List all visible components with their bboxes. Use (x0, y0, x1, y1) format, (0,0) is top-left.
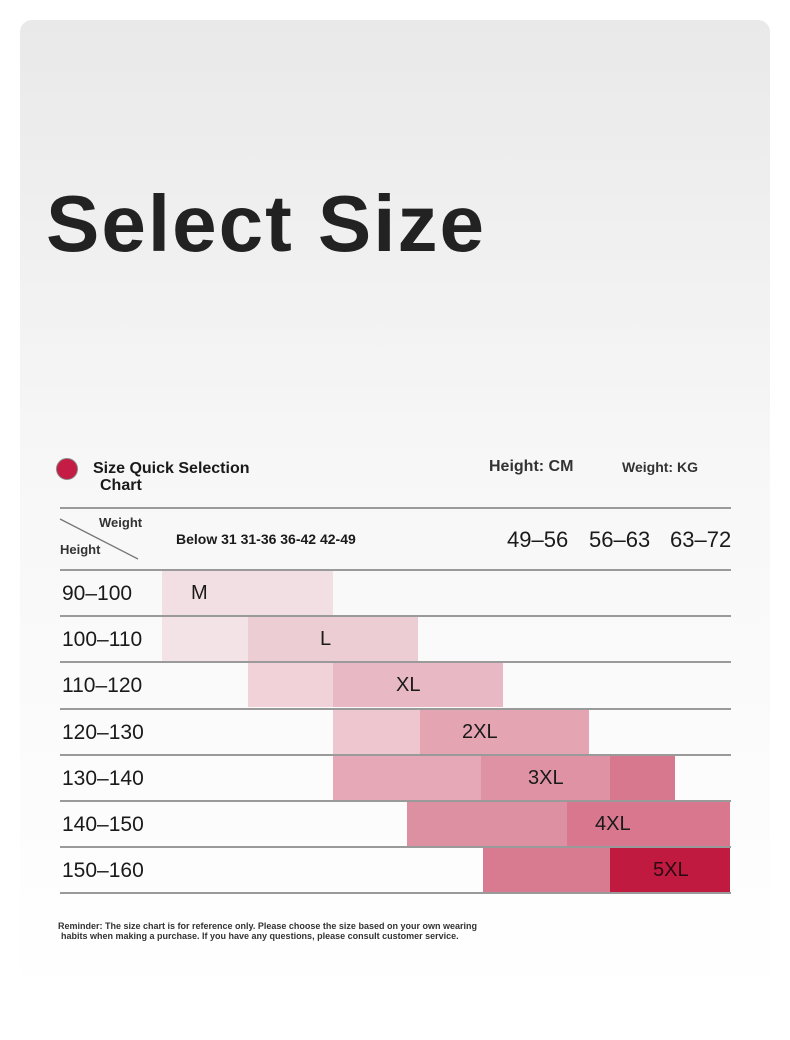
section-title: Chart (100, 477, 142, 494)
size-block (610, 755, 675, 800)
size-block (333, 709, 420, 754)
weight-column: Below 31 31-36 36-42 42-49 (176, 531, 356, 547)
page-title: Select Size (46, 179, 487, 268)
diagonal (59, 518, 139, 560)
rule (60, 569, 731, 571)
rule (60, 800, 731, 802)
size-block (333, 755, 481, 800)
size-block (248, 617, 418, 662)
size-label: M (191, 582, 208, 604)
height-range: 100–110 (62, 628, 143, 652)
weight-column: 49–56 (507, 527, 569, 552)
height-unit: Height: CM (489, 458, 574, 475)
height-range: 140–150 (62, 813, 144, 836)
reminder: habits when making a purchase. If you ha… (61, 931, 459, 941)
rule (60, 707, 731, 710)
size-label: 4XL (595, 813, 631, 835)
weight-column: 56–63 (589, 527, 651, 552)
size-block (483, 848, 610, 893)
size-block (162, 571, 333, 615)
height-range: 110–120 (62, 674, 143, 698)
size-block (333, 663, 503, 708)
height-range: 150–160 (62, 859, 144, 883)
rule (60, 892, 731, 895)
size-block (610, 848, 730, 893)
size-block (481, 755, 610, 800)
weight-column: 63–72 (670, 527, 732, 552)
rule (60, 615, 731, 618)
size-block (567, 802, 730, 846)
size-block (248, 663, 333, 708)
size-block (162, 617, 248, 662)
rule (60, 507, 731, 509)
height-range: 120–130 (62, 720, 144, 744)
corner-height: Height (60, 542, 101, 557)
size-block (407, 802, 567, 846)
corner-weight: Weight (99, 515, 143, 530)
reminder: Reminder: The size chart is for referenc… (58, 921, 477, 931)
size-label: XL (396, 674, 421, 697)
rule (60, 846, 731, 849)
size-label: 3XL (528, 766, 564, 789)
height-range: 130–140 (62, 766, 144, 790)
section-title: Size Quick Selection (93, 460, 250, 477)
size-block (420, 709, 589, 754)
size-label: 5XL (653, 859, 689, 882)
dot-icon (56, 458, 78, 480)
weight-unit: Weight: KG (622, 459, 698, 475)
size-label: L (320, 628, 332, 651)
size-label: 2XL (462, 720, 498, 743)
height-range: 90–100 (62, 582, 133, 605)
rule (60, 661, 731, 664)
rule (60, 753, 731, 756)
